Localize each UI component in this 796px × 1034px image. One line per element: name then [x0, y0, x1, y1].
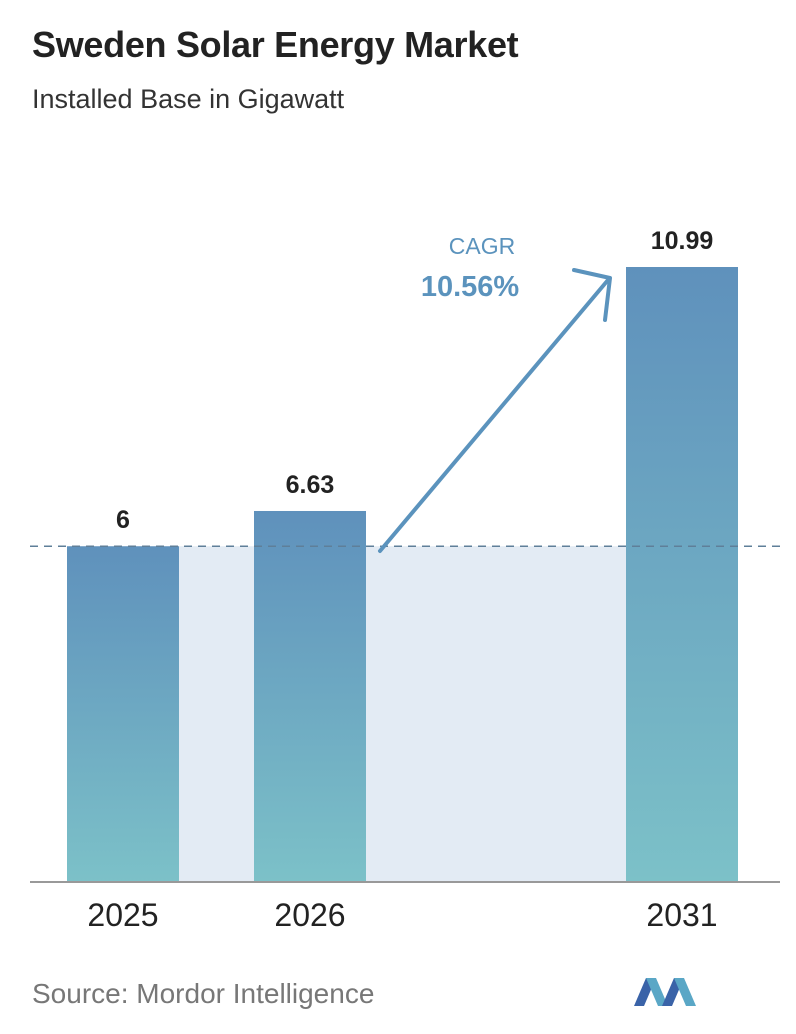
- chart-title: Sweden Solar Energy Market: [32, 24, 519, 65]
- bar-2026: [254, 510, 366, 882]
- chart-subtitle: Installed Base in Gigawatt: [32, 84, 345, 114]
- bar-2031: [626, 267, 738, 882]
- bar-value-label: 6.63: [286, 471, 335, 499]
- x-tick-label: 2026: [274, 897, 345, 933]
- x-tick-label: 2025: [87, 897, 158, 933]
- mordor-intelligence-logo-icon: [634, 978, 696, 1006]
- bar-chart: 6 6.63 10.99 2025 2026 2031 CAGR 10.56%: [30, 227, 780, 933]
- x-tick-label: 2031: [646, 897, 717, 933]
- bar-value-label: 10.99: [651, 227, 714, 255]
- cagr-label: CAGR: [449, 233, 515, 259]
- cagr-value: 10.56%: [421, 271, 520, 303]
- source-credit: Source: Mordor Intelligence: [32, 978, 375, 1009]
- bar-value-label: 6: [116, 506, 130, 534]
- reference-band: [366, 546, 626, 882]
- reference-band: [179, 546, 254, 882]
- bar-2025: [67, 546, 179, 882]
- cagr-arrow-icon: [378, 268, 612, 553]
